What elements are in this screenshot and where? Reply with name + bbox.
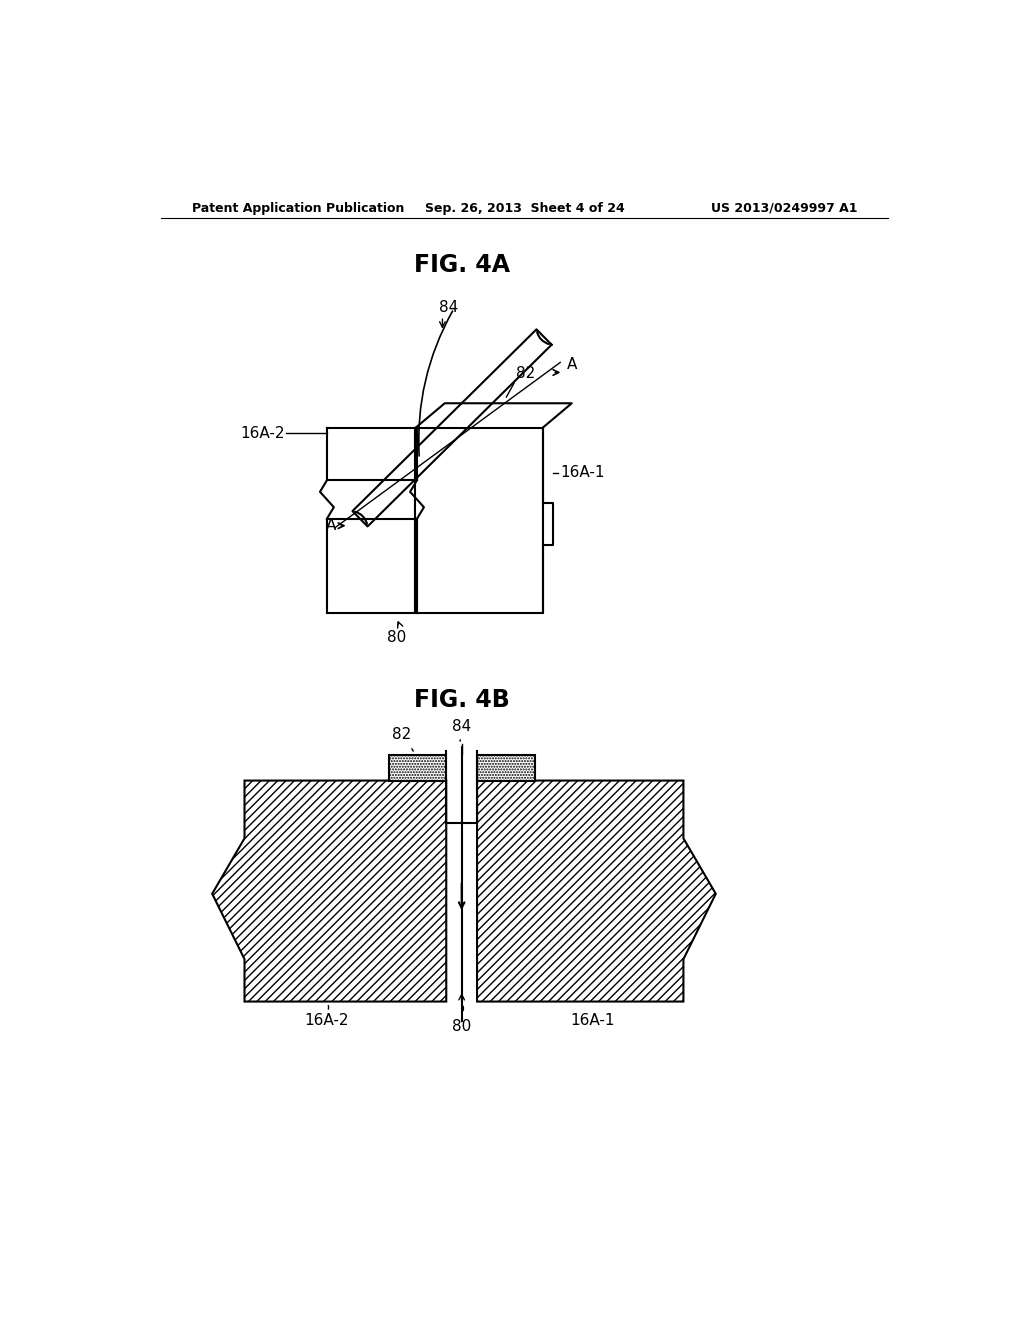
Text: 84: 84: [438, 300, 458, 314]
Text: Sep. 26, 2013  Sheet 4 of 24: Sep. 26, 2013 Sheet 4 of 24: [425, 202, 625, 215]
Text: A: A: [326, 519, 336, 533]
Text: 16A-2: 16A-2: [305, 1014, 349, 1028]
Polygon shape: [212, 780, 446, 1002]
Polygon shape: [388, 755, 446, 780]
Text: 80: 80: [387, 631, 406, 645]
Text: Patent Application Publication: Patent Application Publication: [193, 202, 404, 215]
Text: 16A-1: 16A-1: [570, 1014, 614, 1028]
Text: FIG. 4A: FIG. 4A: [414, 252, 510, 277]
Text: 82: 82: [515, 367, 535, 381]
Text: 16A-1: 16A-1: [560, 465, 605, 480]
Polygon shape: [477, 780, 716, 1002]
Text: 84: 84: [452, 719, 471, 734]
Text: FIG. 4B: FIG. 4B: [414, 688, 510, 711]
Polygon shape: [477, 755, 535, 780]
Text: 82: 82: [392, 727, 412, 742]
Text: 80: 80: [452, 1019, 471, 1035]
Text: A: A: [566, 358, 577, 372]
Text: US 2013/0249997 A1: US 2013/0249997 A1: [711, 202, 857, 215]
Text: 16A-2: 16A-2: [240, 426, 285, 441]
